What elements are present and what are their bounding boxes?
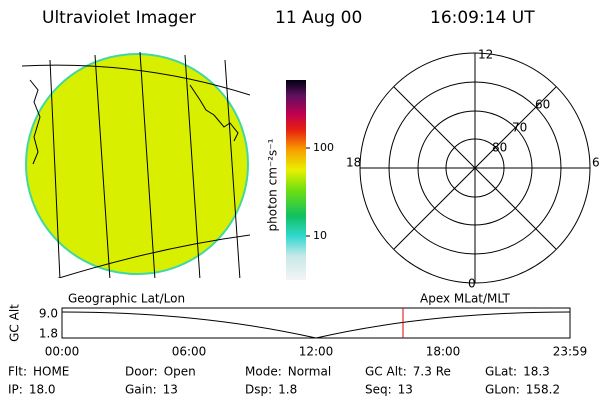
- info-label: GLon:: [485, 383, 520, 397]
- info-value: 18.0: [29, 383, 56, 397]
- plot-frame: [61, 307, 571, 339]
- info-value: 1.8: [278, 383, 297, 397]
- info-label: Door:: [125, 365, 158, 379]
- y-tick-label: 1.8: [39, 327, 58, 341]
- info-value: 158.2: [526, 383, 560, 397]
- info-value: 18.3: [523, 365, 550, 379]
- info-label: GC Alt:: [365, 365, 407, 379]
- date: 11 Aug 00: [275, 8, 362, 28]
- info-value: Normal: [288, 365, 331, 379]
- y-axis-label: GC Alt: [8, 304, 22, 342]
- polar-labels: 12 18 6 0 60 70 80: [346, 48, 600, 291]
- colorbar-tick-label: 100: [313, 141, 334, 154]
- mlt-label: 0: [468, 277, 476, 291]
- mlt-label: 6: [592, 156, 600, 170]
- mlat-label: 80: [492, 141, 507, 155]
- mlat-label: 60: [535, 98, 550, 112]
- x-tick-label: 06:00: [172, 345, 207, 359]
- polar-plot: [359, 52, 591, 284]
- altitude-plot: GC Alt 9.0 1.8 00:00 06:00 12:00 18:00 2…: [8, 304, 588, 359]
- image-map: [22, 51, 250, 278]
- info-value: 13: [163, 383, 178, 397]
- info-label: Flt:: [8, 365, 27, 379]
- colorbar: 100 10 photon cm⁻²s⁻¹: [266, 80, 334, 280]
- colorbar-label: photon cm⁻²s⁻¹: [266, 138, 280, 231]
- x-tick-label: 00:00: [45, 345, 80, 359]
- time: 16:09:14 UT: [430, 8, 535, 28]
- x-tick-label: 12:00: [299, 345, 334, 359]
- info-value: 13: [398, 383, 413, 397]
- info-label: Seq:: [365, 383, 392, 397]
- map-grid: [22, 51, 250, 278]
- info-label: IP:: [8, 383, 23, 397]
- mlt-label: 18: [346, 156, 361, 170]
- info-label: Mode:: [245, 365, 282, 379]
- x-tick-label: 23:59: [553, 345, 588, 359]
- mlat-label: 70: [512, 121, 527, 135]
- info-panel: Flt: HOME Door: Open Mode: Normal GC Alt: 7.3 R…: [8, 365, 560, 397]
- x-tick-label: 18:00: [426, 345, 461, 359]
- info-label: Gain:: [125, 383, 157, 397]
- panel-label: Geographic Lat/Lon: [68, 292, 185, 306]
- info-value: Open: [164, 365, 196, 379]
- earth-disk: [25, 53, 249, 275]
- info-label: GLat:: [485, 365, 517, 379]
- colorbar-scale: [286, 80, 306, 280]
- colorbar-tick-label: 10: [313, 229, 327, 242]
- header: Ultraviolet Imager 11 Aug 00 16:09:14 UT: [42, 8, 535, 28]
- info-label: Dsp:: [245, 383, 272, 397]
- info-value: 7.3 Re: [413, 365, 451, 379]
- panel-label: Apex MLat/MLT: [420, 292, 510, 306]
- title: Ultraviolet Imager: [42, 8, 196, 28]
- y-tick-label: 9.0: [39, 307, 58, 321]
- altitude-curve: [61, 311, 571, 339]
- mlt-label: 12: [478, 48, 493, 62]
- info-value: HOME: [33, 365, 69, 379]
